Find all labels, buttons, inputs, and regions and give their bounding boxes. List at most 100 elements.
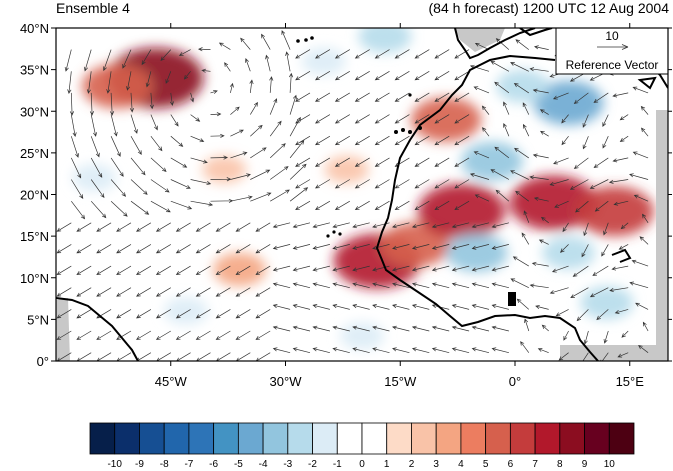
wind-arrow	[392, 244, 410, 250]
wind-arrow	[603, 330, 609, 344]
colorbar-cell	[386, 422, 412, 455]
y-tick-label: 35°N	[20, 63, 49, 78]
wind-arrow	[71, 200, 86, 220]
colorbar-cell	[237, 422, 264, 455]
colorbar-cell	[509, 422, 536, 455]
wind-arrow	[451, 347, 470, 354]
wind-arrow	[635, 302, 649, 310]
wind-arrow	[539, 109, 549, 115]
x-tick-label: 30°W	[270, 374, 303, 389]
wind-arrow	[354, 114, 370, 124]
wind-arrow	[198, 47, 211, 52]
colorbar: -10 -9 -8 -7 -6 -5 -4 -3 -2 -1 0 1 2 3 4 5 6 7 8 9 10	[89, 422, 635, 470]
wind-arrow	[272, 282, 291, 289]
wind-arrow	[633, 194, 649, 202]
colorbar-cell	[411, 422, 437, 455]
wind-arrow	[190, 135, 205, 143]
wind-arrow	[334, 179, 350, 189]
wind-arrow	[510, 62, 529, 72]
wind-arrow	[332, 304, 350, 310]
wind-arrow	[292, 282, 311, 289]
wind-arrow	[312, 265, 330, 272]
wind-arrow	[255, 244, 271, 254]
wind-arrow	[642, 213, 649, 223]
wind-arrow	[90, 136, 100, 158]
wind-arrow	[555, 309, 569, 317]
colorbar-cell	[608, 422, 635, 455]
wind-arrow	[514, 147, 529, 159]
wind-arrow	[272, 265, 291, 272]
wind-arrow	[629, 173, 649, 180]
wind-arrow	[56, 309, 72, 319]
colorbar-label: 5	[483, 459, 489, 470]
wind-arrow	[334, 92, 350, 102]
anomaly-patch	[417, 183, 506, 239]
wind-arrow	[334, 135, 350, 146]
wind-arrow	[86, 71, 92, 94]
wind-arrow	[583, 330, 589, 345]
colorbar-cell	[361, 422, 388, 455]
madeira-island	[408, 93, 412, 97]
colorbar-label: 2	[409, 459, 415, 470]
wind-arrow	[265, 54, 271, 72]
wind-arrow	[269, 143, 286, 159]
wind-arrow	[538, 239, 549, 245]
wind-arrow	[632, 86, 649, 94]
wind-arrow	[554, 200, 569, 208]
wind-arrow	[332, 265, 350, 272]
wind-arrow	[190, 92, 195, 103]
anomaly-patch	[533, 80, 604, 126]
wind-arrow	[215, 222, 231, 232]
wind-arrow	[570, 287, 589, 298]
wind-arrow	[617, 352, 629, 358]
wind-arrow	[582, 136, 589, 150]
wind-arrow	[434, 49, 450, 59]
wind-arrow	[170, 135, 184, 147]
wind-arrow	[334, 49, 350, 59]
x-tick-label: 0°	[509, 374, 521, 389]
wind-arrow	[141, 49, 152, 66]
wind-arrow	[315, 114, 331, 124]
colorbar-cell	[336, 422, 363, 455]
wind-arrow	[414, 157, 430, 167]
wind-arrow	[583, 222, 589, 237]
wind-arrow	[490, 169, 510, 180]
wind-arrow	[573, 157, 589, 169]
wind-arrow	[76, 222, 92, 232]
wind-arrow	[454, 71, 470, 81]
wind-arrow	[315, 92, 331, 102]
colorbar-cell	[584, 422, 610, 455]
anomaly-patch	[301, 47, 346, 76]
wind-arrow	[288, 72, 294, 93]
wind-arrow	[210, 133, 225, 138]
wind-arrow	[249, 79, 254, 93]
wind-arrow	[569, 179, 589, 190]
land-gray-east	[656, 110, 668, 361]
wind-arrow	[56, 287, 72, 297]
wind-arrow	[451, 265, 470, 272]
wind-arrow	[414, 114, 430, 124]
wind-arrow	[195, 330, 211, 340]
colorbar-cell	[534, 422, 561, 455]
wind-arrow	[155, 287, 171, 297]
colorbar-label: 8	[557, 459, 563, 470]
wind-arrow	[612, 92, 629, 98]
cape-verde-island	[332, 230, 336, 234]
wind-arrow	[535, 304, 549, 310]
wind-arrow	[215, 265, 231, 276]
wind-arrow	[295, 70, 311, 81]
reference-vector-magnitude: 10	[605, 29, 619, 43]
wind-arrow	[521, 232, 530, 245]
wind-arrow	[414, 49, 430, 59]
wind-arrow	[594, 200, 609, 212]
wind-arrow	[394, 179, 410, 189]
wind-arrow	[372, 347, 390, 354]
wind-arrow	[374, 157, 390, 167]
colorbar-cell	[287, 422, 313, 455]
wind-arrow	[618, 244, 629, 250]
wind-arrow	[532, 88, 549, 94]
wind-arrow	[510, 278, 529, 289]
wind-arrow	[573, 92, 589, 104]
wind-arrow	[136, 244, 152, 254]
wind-arrow	[411, 304, 430, 310]
